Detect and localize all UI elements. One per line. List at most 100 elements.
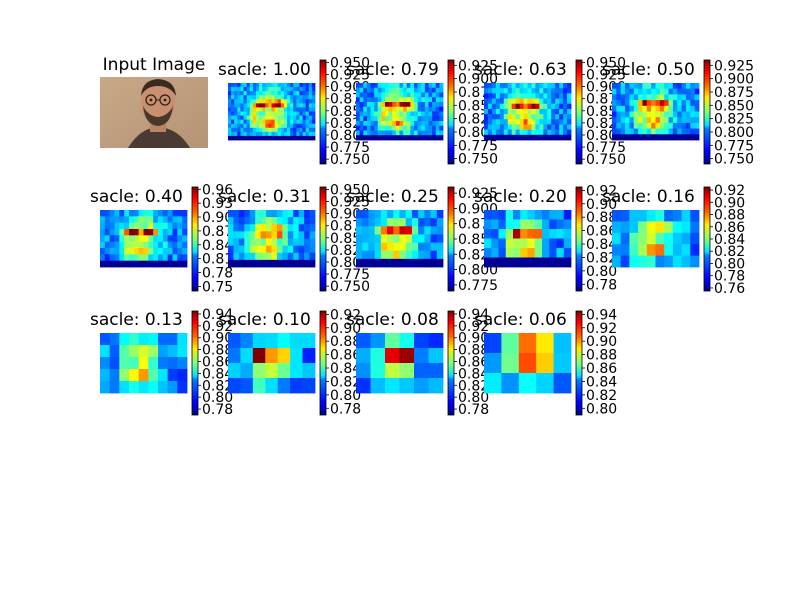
heatmap-cell	[535, 88, 540, 94]
heatmap-cell	[249, 217, 256, 225]
heatmap-cell	[308, 99, 313, 104]
heatmap-cell	[255, 259, 262, 268]
heatmap-cell	[243, 99, 248, 104]
heatmap-cell	[172, 248, 178, 255]
heatmap-cell	[293, 217, 300, 225]
heatmap-cell	[563, 103, 568, 110]
heatmap-cell	[249, 91, 254, 96]
heatmap-cell	[385, 363, 400, 379]
heatmap-cell	[240, 107, 244, 112]
heatmap-cell	[527, 93, 532, 99]
heatmap-cell	[129, 216, 135, 224]
heatmap-cell	[283, 107, 288, 112]
heatmap-cell	[356, 121, 361, 127]
heatmap-cell	[231, 103, 235, 108]
colorbar-tick-label: 0.750	[458, 152, 498, 168]
heatmap-cell	[655, 122, 661, 129]
heatmap-cell	[109, 369, 120, 382]
heatmap-cell	[646, 134, 652, 141]
heatmap-cell	[283, 131, 288, 137]
heatmap-cell	[535, 103, 540, 110]
colorbar-tick-label: 0.86	[714, 220, 745, 236]
heatmap-cell	[308, 131, 313, 137]
heatmap-cell	[385, 97, 390, 103]
heatmap-cell	[138, 248, 144, 255]
heatmap-cell	[119, 241, 125, 249]
heatmap-cell	[363, 92, 368, 98]
heatmap-cell	[100, 369, 111, 382]
heatmap-cell	[421, 92, 426, 98]
heatmap-cell	[421, 125, 426, 131]
heatmap-cell	[138, 345, 149, 358]
heatmap-cell	[392, 121, 397, 127]
heatmap-cell	[260, 210, 267, 218]
heatmap-cell	[655, 111, 661, 118]
heatmap-cell	[255, 252, 262, 261]
heatmap-cell	[612, 100, 617, 107]
heatmap-cell	[311, 91, 316, 96]
heatmap-cell	[119, 222, 125, 230]
heatmap-cell	[393, 234, 400, 243]
heatmap-cell	[399, 102, 404, 108]
heatmap-cell	[625, 128, 630, 135]
heatmap-cell	[153, 241, 159, 249]
heatmap-cell	[539, 98, 544, 105]
heatmap-cell	[414, 116, 419, 122]
heatmap-cell	[277, 111, 282, 116]
heatmap-cell	[435, 92, 440, 98]
heatmap-cell	[515, 134, 520, 141]
heatmap-cell	[262, 131, 266, 137]
heatmap-cell	[543, 124, 548, 131]
heatmap-cell	[234, 131, 238, 137]
heatmap-cell	[238, 231, 245, 239]
heatmap-cell	[252, 91, 257, 96]
heatmap-cell	[685, 117, 691, 124]
heatmap-cell	[153, 254, 159, 262]
heatmap-cell	[421, 83, 426, 89]
heatmap-cell	[255, 107, 260, 112]
heatmap-cell	[638, 111, 643, 118]
heatmap-cell	[685, 111, 691, 118]
colorbar-tick-label: 0.80	[586, 401, 617, 417]
heatmap-cell	[629, 105, 635, 112]
heatmap-cell	[228, 259, 234, 268]
heatmap-cell	[513, 219, 521, 230]
colorbar-tick-label: 0.78	[458, 402, 489, 418]
heatmap-cell	[366, 87, 371, 93]
heatmap-cell	[523, 119, 528, 125]
heatmap-cell	[143, 229, 149, 236]
heatmap-cell	[385, 348, 400, 364]
heatmap-cell	[435, 130, 440, 136]
heatmap-cell	[356, 97, 361, 103]
colorbar-tick-label: 0.88	[714, 208, 745, 224]
heatmap-cell	[271, 224, 278, 232]
heatmap-cell	[495, 129, 501, 136]
heatmap-cell	[491, 229, 499, 239]
heatmap-cell	[484, 353, 502, 374]
heatmap-cell	[681, 100, 687, 107]
heatmap-cell	[668, 128, 674, 135]
heatmap-cell	[659, 111, 665, 118]
heatmap-cell	[104, 248, 111, 255]
heatmap-cell	[255, 111, 260, 116]
heatmap-cell	[255, 123, 260, 129]
heatmap-cell	[612, 210, 622, 222]
heatmap-cell	[162, 241, 169, 249]
heatmap-cell	[162, 260, 169, 268]
colorbar-tick-label: 0.92	[586, 183, 617, 199]
heatmap-cell	[104, 229, 111, 236]
heatmap-cell	[642, 94, 648, 101]
heatmap-cell	[124, 260, 130, 268]
heatmap-cell	[406, 125, 411, 131]
heatmap-cell	[555, 114, 560, 120]
heatmap-cell	[387, 234, 394, 243]
heatmap-cell	[172, 254, 178, 262]
heatmap-cell	[296, 87, 300, 92]
heatmap-cell	[559, 108, 564, 115]
heatmap-cell	[158, 210, 164, 217]
heatmap-cell	[439, 102, 444, 108]
heatmap-cell	[432, 135, 437, 141]
heatmap-cell	[262, 87, 266, 92]
heatmap-cell	[381, 135, 386, 141]
heatmap-cell	[531, 103, 536, 110]
